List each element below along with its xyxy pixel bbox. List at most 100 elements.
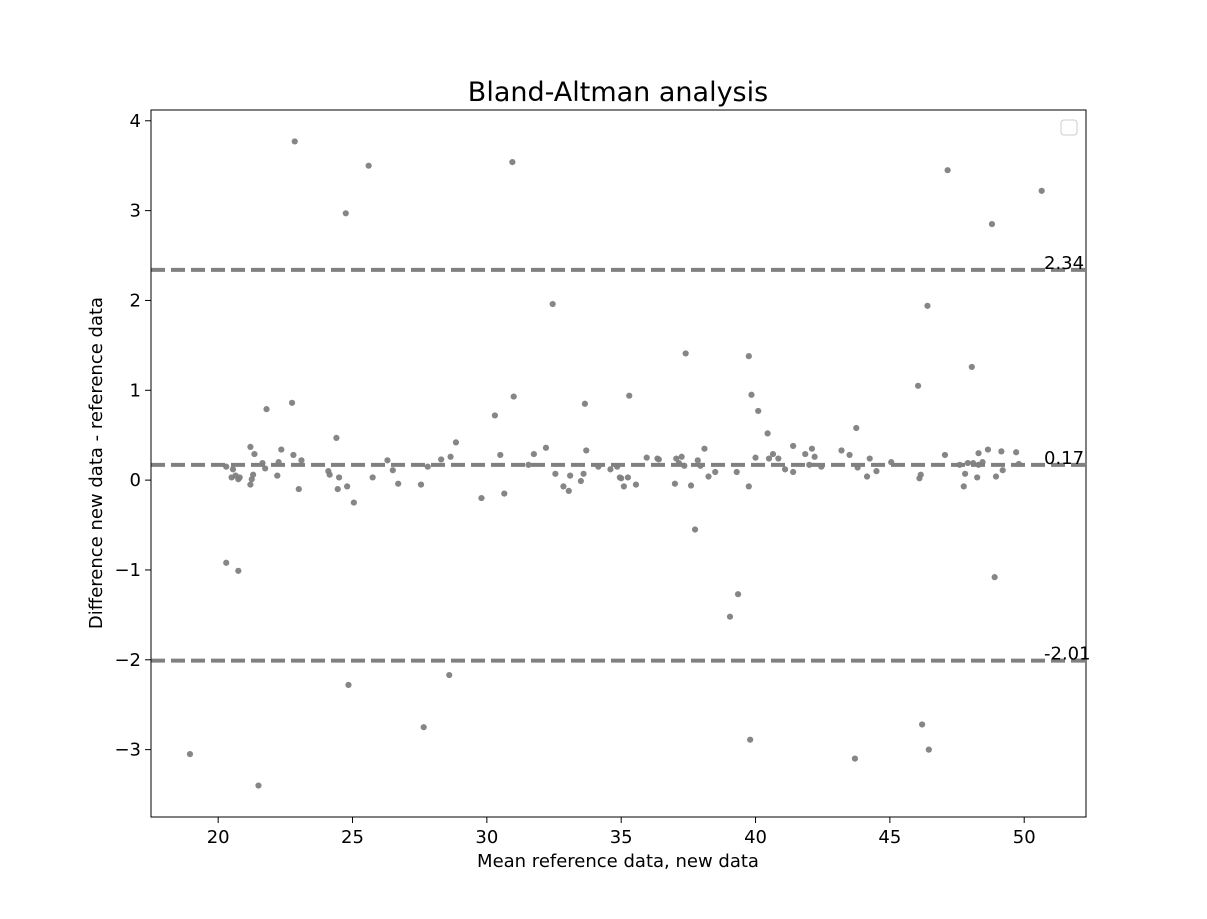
data-point [765, 455, 773, 462]
data-point [682, 350, 689, 357]
data-point [389, 467, 396, 474]
data-point [549, 300, 556, 308]
data-point [438, 456, 445, 463]
data-point [745, 353, 752, 360]
data-point [888, 459, 895, 466]
data-point [941, 451, 949, 459]
data-point [964, 459, 971, 467]
data-point [998, 448, 1005, 455]
data-point [249, 471, 257, 478]
data-point [580, 470, 587, 477]
data-point [288, 399, 296, 406]
x-tick-label: 50 [1013, 827, 1036, 848]
data-point [697, 462, 704, 469]
data-point [624, 474, 632, 481]
data-point [542, 444, 550, 451]
data-point [851, 755, 859, 762]
data-point [643, 454, 650, 461]
data-point [369, 474, 376, 481]
x-tick-label: 40 [744, 827, 767, 848]
data-point [452, 439, 460, 446]
data-point [255, 782, 262, 789]
data-point [914, 382, 922, 389]
x-tick-label: 30 [475, 827, 498, 848]
data-point [275, 459, 282, 466]
data-point [961, 470, 969, 477]
data-point [565, 487, 572, 494]
x-tick-label: 25 [341, 827, 364, 848]
data-point [1015, 460, 1022, 468]
data-point [726, 613, 734, 620]
data-point [229, 466, 237, 473]
data-point [968, 363, 975, 371]
data-point [235, 567, 242, 574]
data-point [854, 464, 861, 471]
data-point [567, 472, 574, 479]
data-point [873, 468, 880, 475]
chart-title: Bland-Altman analysis [468, 77, 768, 108]
data-point [917, 471, 924, 478]
data-point [251, 450, 258, 458]
data-point [259, 459, 266, 467]
data-point [274, 472, 281, 479]
x-tick-label: 20 [207, 827, 230, 848]
data-point [186, 751, 194, 758]
data-point [290, 451, 297, 459]
data-point [984, 446, 992, 453]
data-point [577, 477, 584, 485]
data-point [552, 470, 559, 477]
data-point [278, 446, 285, 453]
data-point [295, 486, 302, 493]
data-point [595, 463, 602, 470]
data-point [974, 474, 981, 481]
y-tick-label: 0 [130, 470, 141, 491]
data-point [752, 454, 759, 461]
data-point [1013, 449, 1020, 456]
data-point [991, 574, 998, 581]
data-point [583, 447, 590, 454]
data-point [694, 457, 701, 464]
data-point [291, 138, 298, 145]
data-point [979, 459, 986, 466]
data-point [510, 393, 517, 400]
data-point [491, 412, 499, 419]
data-point [790, 442, 797, 450]
data-point [673, 455, 680, 462]
data-point [675, 459, 683, 467]
data-point [395, 480, 402, 487]
data-point [509, 159, 516, 166]
data-point [806, 461, 813, 468]
data-point [846, 451, 853, 459]
data-point [530, 450, 537, 458]
data-point [497, 451, 504, 459]
data-point [925, 746, 932, 753]
data-point [999, 467, 1006, 474]
data-point [919, 721, 926, 728]
data-point [263, 406, 270, 413]
reference-line-label: -2.01 [1044, 644, 1091, 665]
data-point [655, 456, 662, 463]
y-tick-label: −1 [114, 560, 141, 581]
data-point [342, 210, 349, 217]
y-tick-label: 3 [130, 201, 141, 222]
data-point [614, 463, 621, 470]
data-point [802, 450, 809, 458]
data-point [298, 457, 305, 464]
data-point [424, 463, 431, 470]
y-tick-label: −2 [114, 650, 141, 671]
data-point [581, 400, 589, 407]
axes-frame [150, 109, 1087, 818]
data-point [333, 434, 340, 441]
data-point [944, 167, 951, 174]
data-points [186, 138, 1045, 789]
data-point [334, 486, 341, 493]
data-point [478, 494, 485, 502]
data-point [236, 474, 243, 481]
data-point [745, 483, 752, 490]
y-axis: −3 −2 −1 0 1 2 3 4 [114, 111, 151, 761]
x-axis-label: Mean reference data, new data [477, 851, 759, 872]
data-point [691, 526, 699, 533]
data-point [560, 483, 567, 490]
